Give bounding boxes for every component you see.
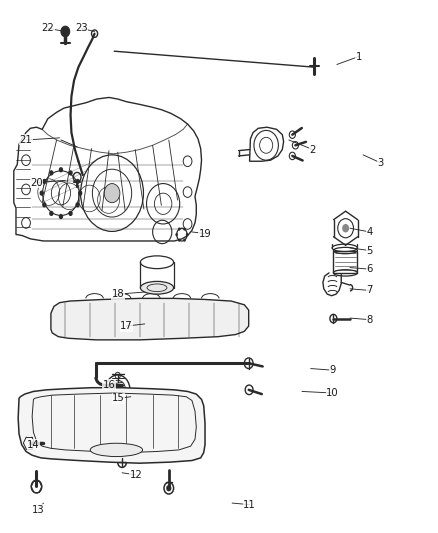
Circle shape xyxy=(61,26,70,37)
Circle shape xyxy=(75,179,80,184)
Text: 22: 22 xyxy=(42,23,54,34)
Polygon shape xyxy=(18,387,205,463)
Text: 14: 14 xyxy=(27,440,40,450)
Circle shape xyxy=(175,233,178,236)
Circle shape xyxy=(42,202,46,207)
Circle shape xyxy=(121,389,123,391)
Text: 3: 3 xyxy=(378,158,384,168)
Circle shape xyxy=(164,482,173,494)
Circle shape xyxy=(49,170,53,175)
Text: 13: 13 xyxy=(32,505,44,515)
Circle shape xyxy=(166,485,171,491)
Circle shape xyxy=(113,384,114,386)
Circle shape xyxy=(113,389,114,391)
Text: 16: 16 xyxy=(102,379,115,390)
Ellipse shape xyxy=(141,281,173,294)
Text: 9: 9 xyxy=(329,365,336,375)
Circle shape xyxy=(23,436,35,450)
Text: 21: 21 xyxy=(20,135,32,145)
Circle shape xyxy=(183,239,186,242)
Circle shape xyxy=(68,211,73,216)
Circle shape xyxy=(121,384,123,386)
Text: 20: 20 xyxy=(30,177,43,188)
Circle shape xyxy=(42,179,46,184)
Text: 12: 12 xyxy=(130,470,142,480)
Text: 4: 4 xyxy=(367,227,373,237)
Circle shape xyxy=(68,170,73,175)
Circle shape xyxy=(289,152,295,160)
Circle shape xyxy=(178,239,180,242)
Circle shape xyxy=(245,385,253,394)
Circle shape xyxy=(183,228,186,231)
Circle shape xyxy=(342,224,349,232)
Text: 1: 1 xyxy=(356,52,362,61)
Circle shape xyxy=(59,167,63,172)
Text: 15: 15 xyxy=(112,393,125,403)
Circle shape xyxy=(244,358,253,368)
Text: 10: 10 xyxy=(326,388,339,398)
Circle shape xyxy=(78,190,82,196)
Circle shape xyxy=(292,142,298,149)
Circle shape xyxy=(121,393,123,395)
Text: 8: 8 xyxy=(367,314,373,325)
Circle shape xyxy=(31,480,42,493)
Polygon shape xyxy=(51,298,249,340)
Text: 6: 6 xyxy=(367,264,373,274)
Text: 5: 5 xyxy=(367,246,373,255)
Circle shape xyxy=(59,214,63,219)
Circle shape xyxy=(110,380,126,399)
Circle shape xyxy=(117,384,119,386)
Circle shape xyxy=(330,314,337,323)
Text: 18: 18 xyxy=(111,289,124,299)
Text: 2: 2 xyxy=(310,144,316,155)
Circle shape xyxy=(186,233,188,236)
Circle shape xyxy=(178,228,180,231)
Bar xyxy=(333,251,357,273)
Text: 11: 11 xyxy=(243,499,256,510)
Ellipse shape xyxy=(90,443,143,457)
Circle shape xyxy=(104,183,120,203)
Text: 23: 23 xyxy=(75,23,88,34)
Circle shape xyxy=(49,211,53,216)
Circle shape xyxy=(289,131,295,139)
Text: 19: 19 xyxy=(199,229,212,239)
Text: 7: 7 xyxy=(367,286,373,295)
Circle shape xyxy=(75,202,80,207)
Circle shape xyxy=(117,393,119,395)
Circle shape xyxy=(118,457,127,467)
Circle shape xyxy=(39,190,44,196)
Text: 17: 17 xyxy=(120,321,133,331)
Circle shape xyxy=(113,393,114,395)
Circle shape xyxy=(117,389,119,391)
